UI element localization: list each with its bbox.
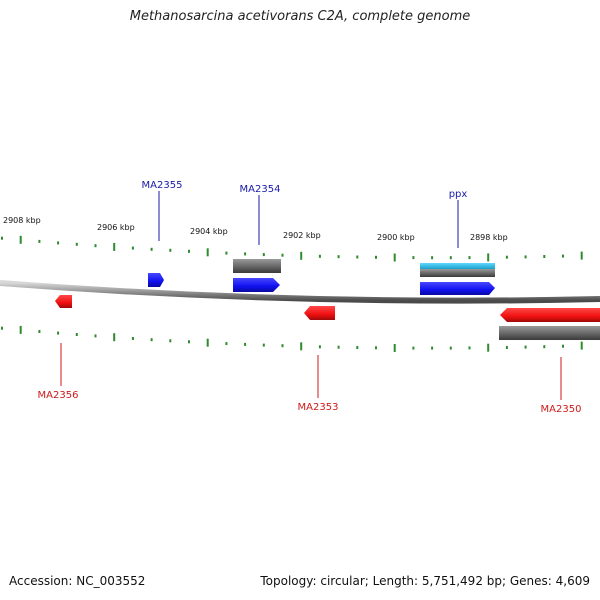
ppx-cds-bar[interactable] xyxy=(420,269,495,277)
ruler-minor-tick xyxy=(281,253,284,257)
gene-ppx-arrow[interactable] xyxy=(420,282,495,295)
ruler-minor-tick xyxy=(468,256,471,260)
ruler-minor-tick xyxy=(524,255,527,259)
ruler-major-tick xyxy=(487,343,490,352)
ruler-minor-tick xyxy=(562,344,564,348)
ruler-minor-tick xyxy=(356,346,359,349)
cds-bar-ma2354[interactable] xyxy=(233,259,281,273)
ruler-minor-tick xyxy=(225,251,228,255)
ruler-label: 2898 kbp xyxy=(470,233,508,242)
accession-text: Accession: NC_003552 xyxy=(9,574,146,588)
ruler-minor-tick xyxy=(94,244,97,248)
ruler-major-tick xyxy=(19,325,22,334)
ruler-major-tick xyxy=(113,333,116,342)
ruler-minor-tick xyxy=(543,255,546,258)
ruler-minor-tick xyxy=(244,252,247,256)
ruler-minor-tick xyxy=(57,241,60,245)
ruler-label: 2906 kbp xyxy=(97,223,135,232)
ruler-major-tick xyxy=(206,248,209,257)
genome-title: Methanosarcina acetivorans C2A, complete… xyxy=(129,9,471,24)
ruler-minor-tick xyxy=(412,346,415,350)
ruler-minor-tick xyxy=(412,256,415,260)
gene-ma2356-arrow[interactable] xyxy=(55,295,72,308)
ruler-minor-tick xyxy=(318,254,321,258)
cds-bar-ma2350[interactable] xyxy=(499,326,600,340)
gene-ma2353-arrow[interactable] xyxy=(304,306,335,320)
ruler-ticks-bottom xyxy=(1,325,583,352)
ruler-minor-tick xyxy=(1,236,3,240)
ruler-minor-tick xyxy=(94,334,97,338)
ruler-minor-tick xyxy=(150,338,153,342)
ruler-minor-tick xyxy=(431,346,434,350)
genome-backbone xyxy=(0,280,600,304)
ruler-minor-tick xyxy=(244,342,247,346)
ruler-minor-tick xyxy=(356,255,359,259)
ruler-minor-tick xyxy=(57,331,60,335)
ruler-minor-tick xyxy=(75,333,78,336)
topology-text: Topology: circular; Length: 5,751,492 bp… xyxy=(260,574,590,588)
gene-ma2354-arrow[interactable] xyxy=(233,278,280,292)
ruler-label: 2904 kbp xyxy=(190,227,228,236)
ruler-label: 2908 kbp xyxy=(3,216,41,225)
ruler-major-tick xyxy=(19,235,22,244)
ruler-major-tick xyxy=(580,251,583,260)
ruler-minor-tick xyxy=(1,326,3,330)
ruler-minor-tick xyxy=(262,343,265,347)
ruler-minor-tick xyxy=(281,344,284,348)
gene-ma2350-arrow[interactable] xyxy=(500,308,600,322)
ruler-minor-tick xyxy=(562,254,564,258)
ruler-minor-tick xyxy=(337,345,340,349)
ruler-minor-tick xyxy=(38,330,41,333)
ruler-minor-tick xyxy=(38,239,41,243)
ruler-minor-tick xyxy=(449,256,452,260)
ruler-major-tick xyxy=(487,253,490,262)
gene-label-ma2353[interactable]: MA2353 xyxy=(298,402,339,413)
ruler-minor-tick xyxy=(543,345,546,349)
ruler-major-tick xyxy=(580,341,583,350)
gene-labels: MA2355 MA2354 ppx MA2356 MA2353 MA2350 xyxy=(38,180,582,415)
ruler-minor-tick xyxy=(225,342,228,346)
gene-leader-lines xyxy=(60,191,562,400)
ruler-major-tick xyxy=(113,242,116,251)
ruler-ticks-top xyxy=(1,235,583,262)
ruler-minor-tick xyxy=(431,256,434,260)
gene-ma2355-arrow[interactable] xyxy=(148,273,164,287)
ruler-minor-tick xyxy=(505,346,508,349)
ruler-major-tick xyxy=(393,344,396,352)
ruler-label: 2902 kbp xyxy=(283,231,321,240)
ruler-minor-tick xyxy=(375,346,377,350)
ruler-minor-tick xyxy=(169,339,172,343)
ruler-minor-tick xyxy=(262,253,265,257)
ruler-major-tick xyxy=(206,338,209,347)
ruler-label: 2900 kbp xyxy=(377,233,415,242)
ruler-major-tick xyxy=(300,342,303,351)
ruler-minor-tick xyxy=(75,242,78,246)
gene-label-ppx[interactable]: ppx xyxy=(449,189,468,200)
ruler-minor-tick xyxy=(337,255,340,259)
ruler-minor-tick xyxy=(524,345,527,349)
ruler-minor-tick xyxy=(131,246,134,250)
gene-label-ma2356[interactable]: MA2356 xyxy=(38,390,79,401)
ruler-minor-tick xyxy=(468,346,471,350)
gene-label-ma2355[interactable]: MA2355 xyxy=(142,180,183,191)
ruler-minor-tick xyxy=(188,249,190,253)
ruler-minor-tick xyxy=(318,345,321,349)
ruler-major-tick xyxy=(393,253,396,262)
gene-label-ma2350[interactable]: MA2350 xyxy=(541,404,582,415)
ruler-minor-tick xyxy=(150,247,153,251)
gene-label-ma2354[interactable]: MA2354 xyxy=(240,184,281,195)
ruler-minor-tick xyxy=(169,248,172,252)
ruler-minor-tick xyxy=(449,346,452,350)
ruler-labels: 2908 kbp 2906 kbp 2904 kbp 2902 kbp 2900… xyxy=(3,216,508,242)
ruler-minor-tick xyxy=(375,255,377,259)
ruler-major-tick xyxy=(300,251,303,260)
ppx-feature-cyan[interactable] xyxy=(420,263,495,269)
ruler-minor-tick xyxy=(131,337,134,340)
ruler-minor-tick xyxy=(188,340,190,344)
ruler-minor-tick xyxy=(505,255,508,259)
